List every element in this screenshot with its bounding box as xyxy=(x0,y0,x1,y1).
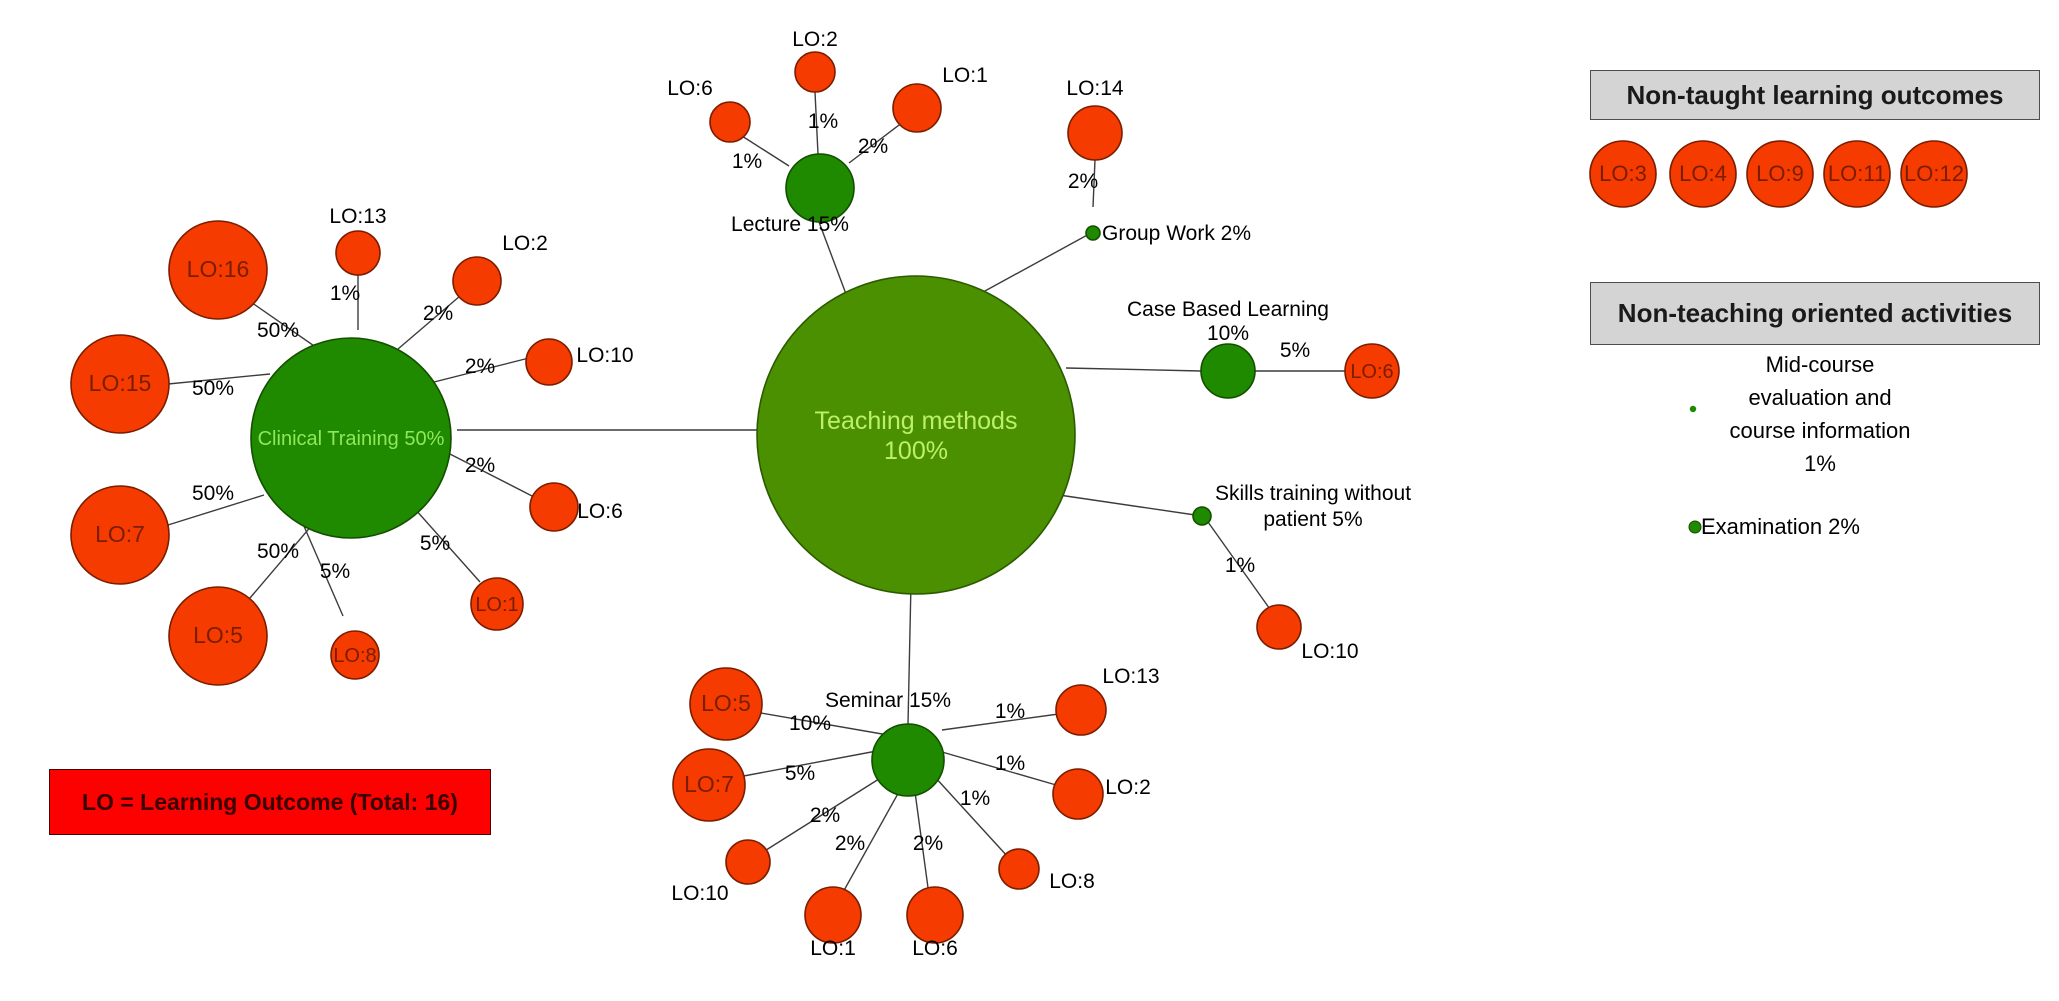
svg-text:Case Based Learning: Case Based Learning xyxy=(1127,298,1329,321)
svg-text:2%: 2% xyxy=(858,135,888,158)
svg-text:LO:1: LO:1 xyxy=(475,594,518,616)
svg-text:Teaching methods: Teaching methods xyxy=(815,407,1018,435)
svg-text:patient 5%: patient 5% xyxy=(1263,508,1362,531)
svg-text:LO:10: LO:10 xyxy=(576,344,633,367)
svg-text:LO:1: LO:1 xyxy=(942,64,988,87)
svg-text:1%: 1% xyxy=(1804,451,1836,476)
svg-text:LO:10: LO:10 xyxy=(1301,640,1358,663)
svg-text:2%: 2% xyxy=(913,832,943,855)
svg-text:LO:9: LO:9 xyxy=(1756,161,1804,186)
svg-text:LO:6: LO:6 xyxy=(667,77,713,100)
svg-text:5%: 5% xyxy=(785,762,815,785)
svg-text:LO:15: LO:15 xyxy=(89,370,152,396)
svg-text:LO:8: LO:8 xyxy=(1049,870,1095,893)
svg-text:LO:4: LO:4 xyxy=(1679,161,1727,186)
svg-text:50%: 50% xyxy=(192,377,234,400)
svg-text:LO:11: LO:11 xyxy=(1828,161,1886,186)
svg-text:5%: 5% xyxy=(1280,339,1310,362)
svg-text:LO:10: LO:10 xyxy=(671,882,728,905)
svg-text:100%: 100% xyxy=(884,437,948,465)
svg-text:Seminar 15%: Seminar 15% xyxy=(825,689,951,712)
svg-text:2%: 2% xyxy=(465,454,495,477)
svg-text:2%: 2% xyxy=(1068,170,1098,193)
svg-text:1%: 1% xyxy=(960,787,990,810)
svg-text:Skills training without: Skills training without xyxy=(1215,482,1411,505)
svg-text:LO:7: LO:7 xyxy=(684,771,734,797)
svg-text:LO:5: LO:5 xyxy=(193,622,243,648)
svg-text:5%: 5% xyxy=(420,532,450,555)
svg-text:Group Work 2%: Group Work 2% xyxy=(1102,222,1251,245)
svg-text:LO:1: LO:1 xyxy=(810,937,856,960)
svg-text:10%: 10% xyxy=(1207,322,1249,345)
svg-text:1%: 1% xyxy=(732,150,762,173)
svg-text:evaluation and: evaluation and xyxy=(1748,385,1891,410)
svg-text:10%: 10% xyxy=(789,712,831,735)
svg-text:Examination 2%: Examination 2% xyxy=(1701,514,1860,539)
svg-text:LO:14: LO:14 xyxy=(1066,77,1124,100)
svg-text:LO:6: LO:6 xyxy=(912,937,958,960)
svg-text:LO:2: LO:2 xyxy=(1105,776,1151,799)
svg-text:LO:13: LO:13 xyxy=(1102,665,1159,688)
svg-text:1%: 1% xyxy=(1225,554,1255,577)
svg-text:LO:5: LO:5 xyxy=(701,690,751,716)
svg-text:LO:2: LO:2 xyxy=(792,28,838,51)
svg-text:2%: 2% xyxy=(835,832,865,855)
svg-text:Clinical Training 50%: Clinical Training 50% xyxy=(258,428,445,450)
svg-text:LO:12: LO:12 xyxy=(1904,161,1964,186)
svg-text:LO:7: LO:7 xyxy=(95,521,145,547)
svg-text:LO:8: LO:8 xyxy=(333,645,376,667)
svg-text:LO:6: LO:6 xyxy=(577,500,623,523)
svg-text:1%: 1% xyxy=(995,752,1025,775)
svg-text:1%: 1% xyxy=(330,282,360,305)
svg-text:LO:3: LO:3 xyxy=(1599,161,1647,186)
svg-text:50%: 50% xyxy=(192,482,234,505)
svg-text:1%: 1% xyxy=(808,110,838,133)
svg-text:5%: 5% xyxy=(320,560,350,583)
svg-text:50%: 50% xyxy=(257,540,299,563)
svg-text:course information: course information xyxy=(1730,418,1911,443)
svg-text:LO:6: LO:6 xyxy=(1350,361,1393,383)
svg-text:2%: 2% xyxy=(465,355,495,378)
svg-text:LO:13: LO:13 xyxy=(329,205,386,228)
svg-text:Lecture 15%: Lecture 15% xyxy=(731,213,849,236)
svg-text:1%: 1% xyxy=(995,700,1025,723)
svg-text:2%: 2% xyxy=(423,302,453,325)
svg-text:50%: 50% xyxy=(257,319,299,342)
svg-text:LO:2: LO:2 xyxy=(502,232,548,255)
svg-text:2%: 2% xyxy=(810,804,840,827)
svg-text:LO:16: LO:16 xyxy=(187,256,250,282)
svg-text:Mid-course: Mid-course xyxy=(1766,352,1875,377)
